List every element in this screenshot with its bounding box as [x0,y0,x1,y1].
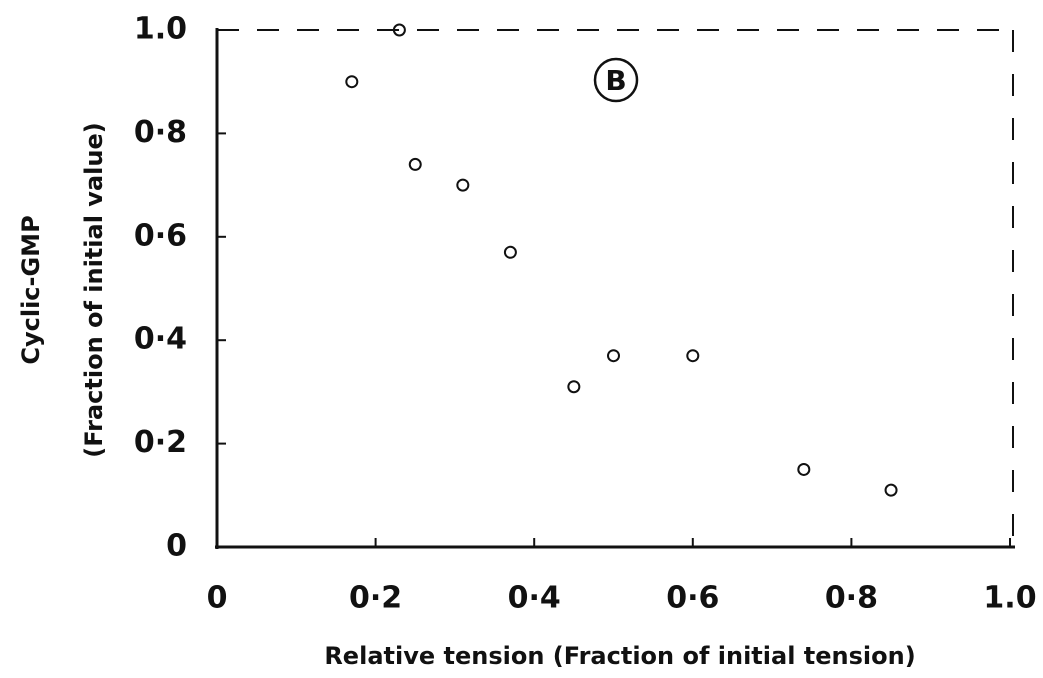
point [456,178,470,192]
point [503,245,517,259]
y-axis-label: (Fraction of initial value) [80,122,108,457]
point [686,349,700,363]
y-tick-label: 0 [166,529,187,564]
x-tick-label: 0 [207,581,228,616]
x-tick-label: 1.0 [983,581,1036,616]
x-axis-label: Relative tension (Fraction of initial te… [324,642,915,670]
y-tick-label: 0·2 [134,425,187,460]
point [345,75,359,89]
y-tick-label: 1.0 [134,12,187,47]
x-tick-label: 0·8 [825,581,878,616]
point [408,157,422,171]
point [567,380,581,394]
x-tick-label: 0·4 [508,581,561,616]
annotation: B [605,64,626,97]
x-tick-label: 0·6 [666,581,719,616]
point [797,462,811,476]
y-tick-label: 0·6 [134,218,187,253]
y-tick-label: 0·4 [134,322,187,357]
annotation-circle [593,57,639,103]
y-tick-label: 0·8 [134,115,187,150]
point [607,349,620,363]
point [884,483,898,497]
x-tick-label: 0·2 [349,581,402,616]
y-axis-label: Cyclic-GMP [17,215,45,364]
point [392,23,406,37]
